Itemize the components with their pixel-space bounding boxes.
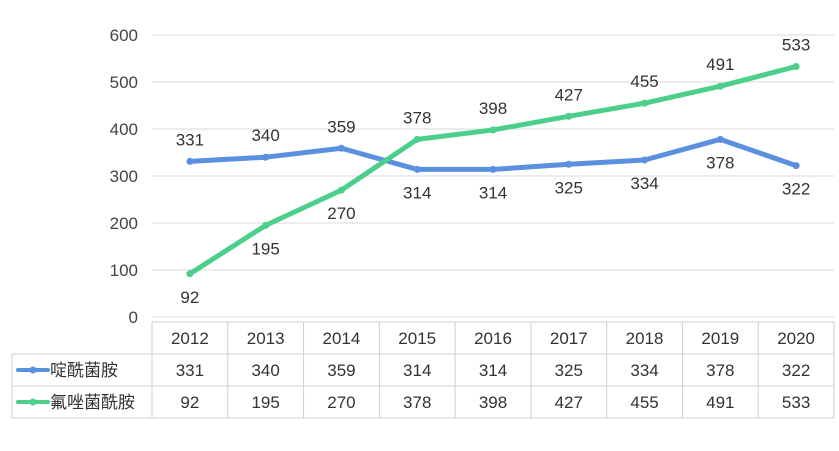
data-label: 359 bbox=[327, 117, 355, 136]
x-category-label: 2018 bbox=[626, 329, 664, 348]
legend-series-name: 氟唑菌酰胺 bbox=[50, 393, 135, 412]
data-label: 92 bbox=[180, 288, 199, 307]
table-cell-value: 314 bbox=[403, 361, 431, 380]
table-cell-value: 491 bbox=[706, 393, 734, 412]
data-point bbox=[489, 126, 497, 134]
data-label: 340 bbox=[251, 126, 279, 145]
x-category-label: 2014 bbox=[323, 329, 361, 348]
y-tick-label: 200 bbox=[110, 214, 138, 233]
data-table: 2012 2013 2014 2015 2016 2017 2018 2019 2020 啶酰菌胺… bbox=[11, 321, 835, 419]
data-label: 427 bbox=[555, 85, 583, 104]
legend-key-marker bbox=[29, 366, 37, 374]
y-tick-label: 400 bbox=[110, 120, 138, 139]
legend-key-marker bbox=[29, 398, 37, 406]
table-cell-value: 398 bbox=[479, 393, 507, 412]
x-category-label: 2020 bbox=[777, 329, 815, 348]
table-cell-value: 331 bbox=[176, 361, 204, 380]
data-label: 533 bbox=[782, 35, 810, 54]
data-point bbox=[641, 156, 649, 164]
x-category-label: 2015 bbox=[398, 329, 436, 348]
x-category-label: 2017 bbox=[550, 329, 588, 348]
y-tick-label: 100 bbox=[110, 261, 138, 280]
data-label: 195 bbox=[251, 239, 279, 258]
data-label: 270 bbox=[327, 204, 355, 223]
data-label: 314 bbox=[479, 183, 507, 202]
data-point bbox=[413, 135, 421, 143]
table-cell-value: 92 bbox=[180, 393, 199, 412]
x-category-label: 2012 bbox=[171, 329, 209, 348]
gridlines bbox=[152, 34, 834, 318]
data-point bbox=[565, 160, 573, 168]
data-point bbox=[262, 153, 270, 161]
series-lines bbox=[186, 62, 800, 278]
data-point bbox=[489, 165, 497, 173]
table-cell-value: 533 bbox=[782, 393, 810, 412]
data-point bbox=[186, 270, 194, 278]
data-label: 455 bbox=[630, 72, 658, 91]
y-axis-tick-labels: 0 100 200 300 400 500 600 bbox=[110, 26, 138, 327]
data-label: 325 bbox=[555, 178, 583, 197]
table-cell-value: 314 bbox=[479, 361, 507, 380]
table-cell-value: 455 bbox=[630, 393, 658, 412]
data-point bbox=[337, 186, 345, 194]
data-point bbox=[792, 62, 800, 70]
data-label: 398 bbox=[479, 99, 507, 118]
data-point bbox=[413, 165, 421, 173]
y-tick-label: 500 bbox=[110, 73, 138, 92]
data-point bbox=[716, 82, 724, 90]
data-point bbox=[792, 162, 800, 170]
table-cell-value: 195 bbox=[251, 393, 279, 412]
y-tick-label: 0 bbox=[129, 308, 138, 327]
y-tick-label: 300 bbox=[110, 167, 138, 186]
legend-series-name: 啶酰菌胺 bbox=[50, 361, 118, 380]
data-label: 331 bbox=[176, 130, 204, 149]
data-label: 314 bbox=[403, 183, 431, 202]
table-cell-value: 359 bbox=[327, 361, 355, 380]
table-cell-value: 325 bbox=[555, 361, 583, 380]
data-point bbox=[262, 221, 270, 229]
table-cell-value: 322 bbox=[782, 361, 810, 380]
data-labels: 331 340 359 314 314 325 334 378 322 92 195 270 378 39… bbox=[176, 35, 811, 306]
data-point bbox=[641, 99, 649, 107]
data-point bbox=[565, 112, 573, 120]
x-category-label: 2019 bbox=[701, 329, 739, 348]
table-cell-value: 427 bbox=[555, 393, 583, 412]
y-tick-label: 600 bbox=[110, 26, 138, 45]
table-cell-value: 270 bbox=[327, 393, 355, 412]
x-category-label: 2013 bbox=[247, 329, 285, 348]
table-cell-value: 334 bbox=[630, 361, 658, 380]
data-point bbox=[716, 135, 724, 143]
x-category-label: 2016 bbox=[474, 329, 512, 348]
table-cell-value: 378 bbox=[403, 393, 431, 412]
data-point bbox=[186, 157, 194, 165]
table-cell-value: 378 bbox=[706, 361, 734, 380]
data-label: 322 bbox=[782, 180, 810, 199]
table-cell-value: 340 bbox=[251, 361, 279, 380]
data-label: 378 bbox=[706, 153, 734, 172]
data-point bbox=[337, 144, 345, 152]
data-label: 334 bbox=[630, 174, 658, 193]
data-label: 378 bbox=[403, 108, 431, 127]
data-label: 491 bbox=[706, 55, 734, 74]
